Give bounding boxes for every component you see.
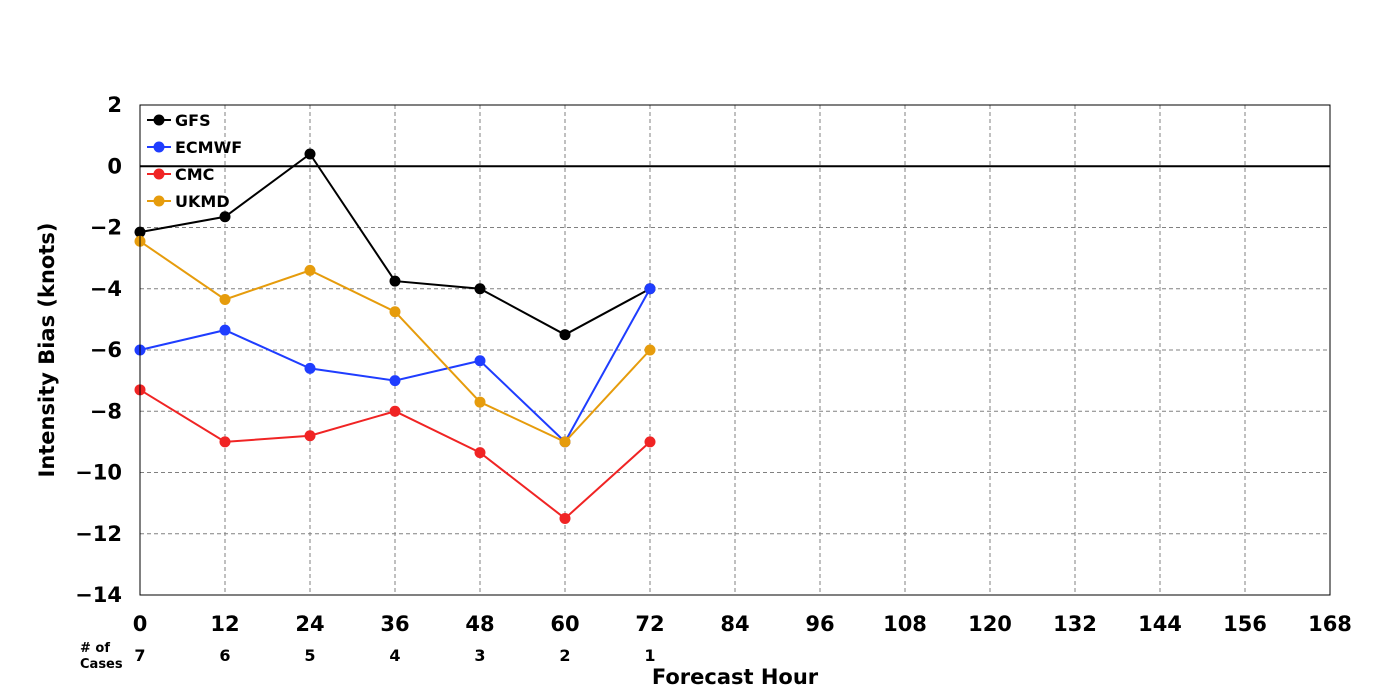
data-point-ukmd (219, 293, 231, 305)
data-point-cmc (559, 512, 571, 524)
x-tick-label: 60 (550, 612, 579, 636)
case-count: 4 (389, 646, 400, 665)
x-tick-label: 0 (133, 612, 148, 636)
x-tick-label: 168 (1308, 612, 1352, 636)
legend-entry-ukmd: UKMD (147, 192, 230, 211)
data-point-ecmwf (474, 355, 486, 367)
y-tick-label: 2 (107, 93, 122, 117)
y-tick-label: −10 (75, 461, 122, 485)
legend-swatch-marker (153, 168, 165, 180)
series-cmc (134, 384, 656, 524)
y-tick-label: −4 (90, 277, 122, 301)
x-tick-label: 48 (465, 612, 494, 636)
data-point-ecmwf (389, 375, 401, 387)
x-tick-label: 96 (805, 612, 834, 636)
data-point-ecmwf (219, 324, 231, 336)
legend-label: UKMD (175, 192, 230, 211)
case-count: 5 (304, 646, 315, 665)
x-tick-label: 24 (295, 612, 324, 636)
y-tick-label: −2 (90, 216, 122, 240)
data-point-gfs (219, 211, 231, 223)
y-tick-label: −14 (75, 583, 122, 607)
case-count: 1 (644, 646, 655, 665)
data-point-cmc (474, 447, 486, 459)
data-point-ecmwf (304, 362, 316, 374)
y-tick-label: 0 (107, 154, 122, 178)
legend-entry-gfs: GFS (147, 111, 211, 130)
y-tick-label: −8 (90, 399, 122, 423)
legend: GFS ECMWF CMC UKMD (147, 111, 242, 211)
data-point-cmc (219, 436, 231, 448)
data-point-gfs (474, 283, 486, 295)
y-tick-label: −12 (75, 522, 122, 546)
cases-label-line2: Cases (80, 657, 123, 672)
data-point-ecmwf (644, 283, 656, 295)
x-tick-labels: 0 12 24 36 48 60 72 84 96 108 120 132 144 156 168 (133, 612, 1352, 636)
legend-label: ECMWF (175, 138, 242, 157)
y-tick-labels: 2 0 −2 −4 −6 −8 −10 −12 −14 (75, 93, 122, 607)
x-tick-label: 36 (380, 612, 409, 636)
data-point-cmc (644, 436, 656, 448)
case-count: 3 (474, 646, 485, 665)
legend-swatch-marker (153, 141, 165, 153)
data-point-ukmd (304, 264, 316, 276)
x-tick-label: 120 (968, 612, 1012, 636)
legend-swatch-marker (153, 114, 165, 126)
case-count: 6 (219, 646, 230, 665)
x-tick-label: 72 (635, 612, 664, 636)
x-tick-label: 108 (883, 612, 927, 636)
x-tick-label: 156 (1223, 612, 1267, 636)
data-point-gfs (304, 148, 316, 160)
legend-swatch-marker (153, 195, 165, 207)
grid-lines (140, 105, 1330, 595)
series-ukmd (134, 235, 656, 448)
cases-label-line1: # of (80, 641, 110, 656)
data-point-gfs (389, 275, 401, 287)
data-point-ukmd (474, 396, 486, 408)
data-point-ukmd (389, 306, 401, 318)
x-tick-label: 12 (210, 612, 239, 636)
y-tick-label: −6 (90, 338, 122, 362)
legend-entry-cmc: CMC (147, 165, 214, 184)
cases-values: 7 6 5 4 3 2 1 (134, 646, 655, 665)
x-tick-label: 132 (1053, 612, 1097, 636)
legend-label: GFS (175, 111, 211, 130)
y-axis-label: Intensity Bias (knots) (35, 223, 59, 478)
x-tick-label: 84 (720, 612, 749, 636)
case-count: 2 (559, 646, 570, 665)
legend-entry-ecmwf: ECMWF (147, 138, 242, 157)
plot-frame (139, 104, 1331, 596)
case-count: 7 (134, 646, 145, 665)
legend-label: CMC (175, 165, 214, 184)
data-point-cmc (304, 430, 316, 442)
x-axis-label: Forecast Hour (652, 665, 819, 689)
series-layer (134, 148, 656, 524)
data-point-gfs (559, 329, 571, 341)
data-point-ukmd (644, 344, 656, 356)
x-tick-label: 144 (1138, 612, 1182, 636)
data-point-ukmd (559, 436, 571, 448)
data-point-cmc (389, 405, 401, 417)
